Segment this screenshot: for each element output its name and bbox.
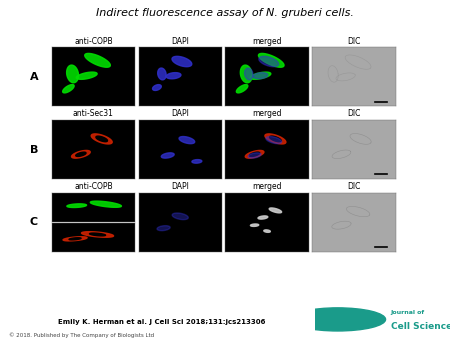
Polygon shape <box>81 232 113 237</box>
Text: Emily K. Herman et al. J Cell Sci 2018;131:jcs213306: Emily K. Herman et al. J Cell Sci 2018;1… <box>58 319 266 325</box>
Polygon shape <box>76 152 86 156</box>
Polygon shape <box>245 150 264 158</box>
Text: merged: merged <box>252 37 282 46</box>
Polygon shape <box>251 224 259 226</box>
Polygon shape <box>90 233 106 236</box>
Text: © 2018. Published by The Company of Biologists Ltd: © 2018. Published by The Company of Biol… <box>9 332 154 338</box>
Polygon shape <box>192 160 202 163</box>
Text: DAPI: DAPI <box>171 182 189 191</box>
Text: C: C <box>30 217 38 227</box>
Text: DAPI: DAPI <box>171 37 189 46</box>
Text: Indirect fluorescence assay of N. gruberi cells.: Indirect fluorescence assay of N. gruber… <box>96 8 354 19</box>
Polygon shape <box>265 134 286 144</box>
Text: B: B <box>30 145 38 154</box>
Polygon shape <box>85 53 110 67</box>
Text: Journal of: Journal of <box>391 310 425 315</box>
Polygon shape <box>96 136 108 142</box>
Text: DAPI: DAPI <box>171 109 189 118</box>
Polygon shape <box>63 84 74 93</box>
Polygon shape <box>63 237 87 241</box>
Text: merged: merged <box>252 109 282 118</box>
Text: merged: merged <box>252 182 282 191</box>
Polygon shape <box>250 72 271 79</box>
Polygon shape <box>258 53 284 67</box>
Polygon shape <box>172 213 188 220</box>
Circle shape <box>290 308 386 331</box>
Text: anti-COPB: anti-COPB <box>74 37 112 46</box>
Polygon shape <box>91 134 112 144</box>
Polygon shape <box>76 72 97 79</box>
Polygon shape <box>249 152 260 156</box>
Polygon shape <box>258 216 268 219</box>
Polygon shape <box>72 150 90 158</box>
Text: DIC: DIC <box>347 109 360 118</box>
Polygon shape <box>244 68 253 80</box>
Polygon shape <box>172 56 192 67</box>
Polygon shape <box>157 226 170 231</box>
Text: DIC: DIC <box>347 37 360 46</box>
Polygon shape <box>270 136 281 142</box>
Polygon shape <box>161 153 174 158</box>
Polygon shape <box>266 137 282 144</box>
Polygon shape <box>240 65 252 83</box>
Polygon shape <box>248 153 261 158</box>
Text: Cell Science: Cell Science <box>391 321 450 331</box>
Polygon shape <box>269 208 282 213</box>
Polygon shape <box>67 204 86 208</box>
Polygon shape <box>90 201 122 207</box>
Polygon shape <box>166 73 181 79</box>
Polygon shape <box>259 56 279 67</box>
Text: DIC: DIC <box>347 182 360 191</box>
Text: anti-COPB: anti-COPB <box>74 182 112 191</box>
Text: anti-Sec31: anti-Sec31 <box>73 211 114 220</box>
Polygon shape <box>69 238 81 240</box>
Polygon shape <box>158 68 166 80</box>
Polygon shape <box>264 230 270 232</box>
Polygon shape <box>179 137 195 144</box>
Polygon shape <box>67 65 78 83</box>
Polygon shape <box>153 84 161 91</box>
Text: A: A <box>29 72 38 82</box>
Text: anti-Sec31: anti-Sec31 <box>73 109 114 118</box>
Polygon shape <box>253 73 268 79</box>
Polygon shape <box>236 84 248 93</box>
